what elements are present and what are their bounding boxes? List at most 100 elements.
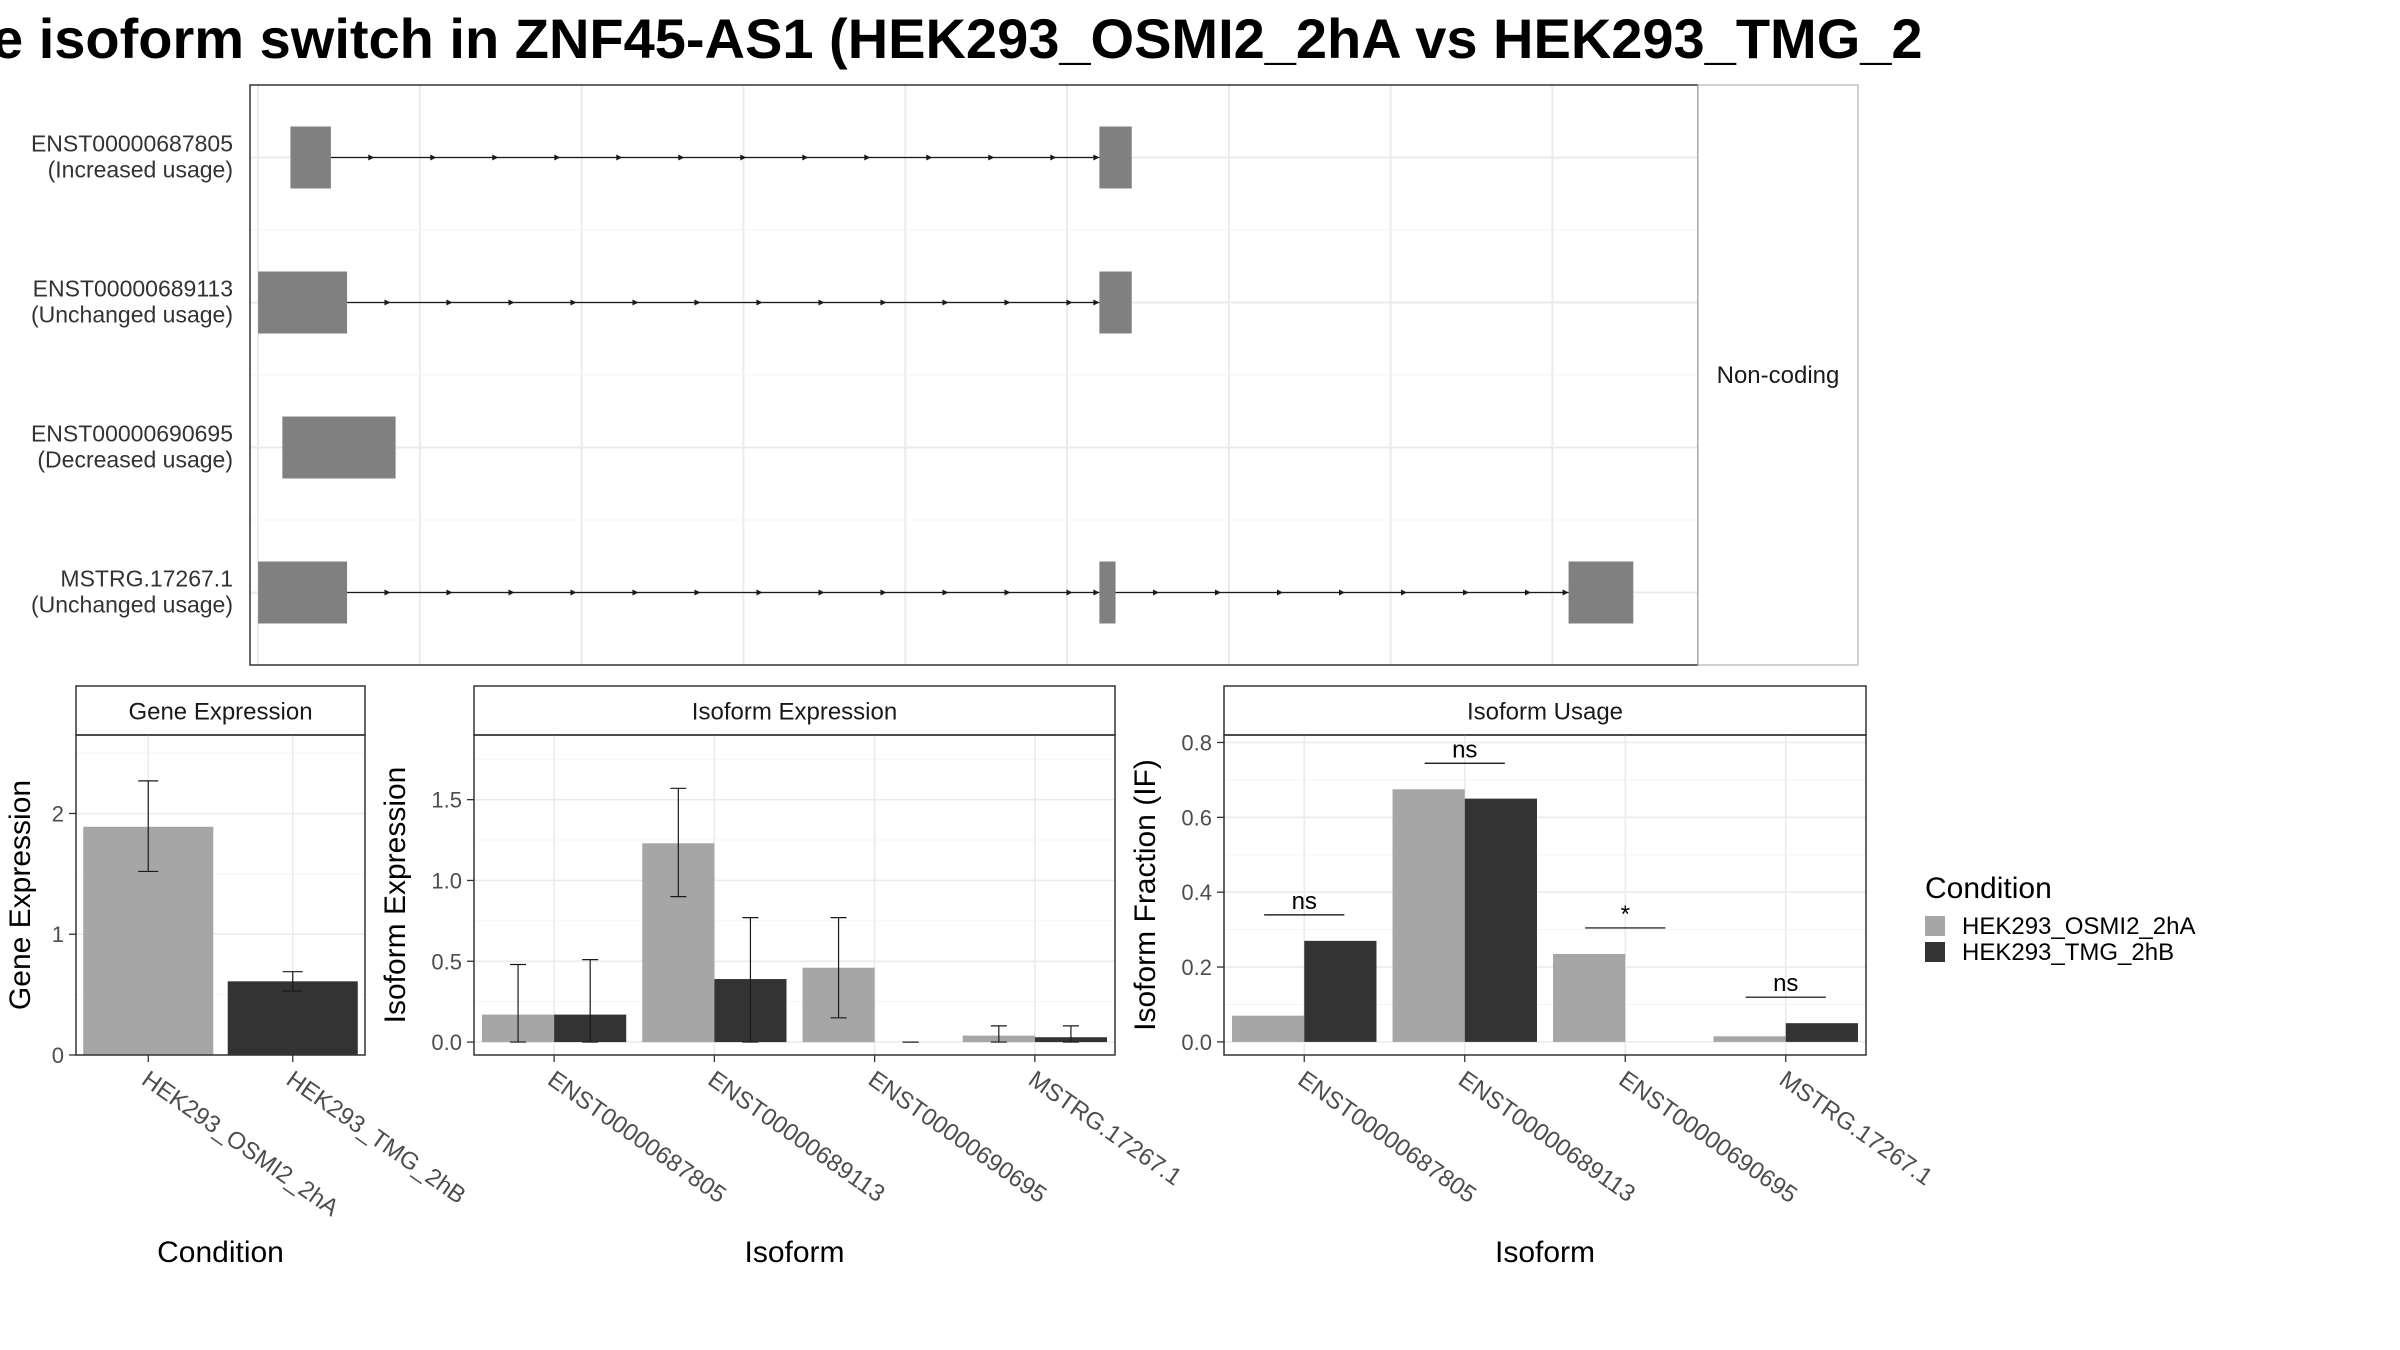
legend-swatch-tmg xyxy=(1925,942,1945,962)
intron-arrow xyxy=(942,299,949,306)
intron-arrow xyxy=(1093,589,1100,596)
intron-arrow xyxy=(632,589,639,596)
legend-label-tmg: HEK293_TMG_2hB xyxy=(1962,939,2174,966)
bar xyxy=(1713,1036,1786,1042)
intron-arrow xyxy=(1562,589,1569,596)
x-tick-label: MSTRG.17267.1 xyxy=(1774,1066,1937,1191)
intron-arrow xyxy=(926,154,933,161)
intron-arrow xyxy=(756,299,763,306)
exon-box xyxy=(258,271,348,334)
panel-title: Gene Expression xyxy=(128,699,312,726)
intron-arrow xyxy=(1093,299,1100,306)
x-tick-label: ENST00000689113 xyxy=(1453,1066,1640,1208)
strip-label: Non-coding xyxy=(1717,362,1840,389)
intron-arrow xyxy=(694,589,701,596)
intron-arrow xyxy=(1276,589,1283,596)
y-tick-label: 0.4 xyxy=(1181,880,1212,905)
panel-title: Isoform Expression xyxy=(692,699,897,726)
intron-arrow xyxy=(1050,154,1057,161)
intron-arrow xyxy=(1004,589,1011,596)
strip-box xyxy=(473,685,1116,736)
transcript-label-id: ENST00000689113 xyxy=(33,276,233,302)
intron-arrow xyxy=(1066,589,1073,596)
intron-arrow xyxy=(1214,589,1221,596)
y-tick-label: 0 xyxy=(52,1043,64,1068)
panel-border xyxy=(75,734,366,1056)
intron-arrow xyxy=(616,154,623,161)
y-tick-label: 0.0 xyxy=(431,1030,462,1055)
panel-title: Isoform Usage xyxy=(1467,699,1623,726)
intron-arrow xyxy=(1066,299,1073,306)
intron-arrow xyxy=(384,299,391,306)
bar xyxy=(227,981,358,1055)
exon-box xyxy=(282,416,396,479)
x-axis-title: Isoform xyxy=(744,1236,844,1269)
y-tick-label: 0.2 xyxy=(1181,955,1212,980)
intron-arrow xyxy=(554,154,561,161)
y-tick-label: 1 xyxy=(52,922,64,947)
bar xyxy=(1392,789,1465,1042)
bar xyxy=(1785,1023,1858,1042)
transcript-label-usage: (Unchanged usage) xyxy=(31,592,233,618)
legend-swatch-osmi2 xyxy=(1925,916,1945,936)
intron-arrow xyxy=(492,154,499,161)
intron-arrow xyxy=(694,299,701,306)
bar xyxy=(1304,940,1377,1042)
y-axis-title: Gene Expression xyxy=(4,780,37,1010)
intron-arrow xyxy=(740,154,747,161)
transcript-label-usage: (Unchanged usage) xyxy=(31,302,233,328)
x-axis-title: Condition xyxy=(157,1236,284,1269)
figure-title: e isoform switch in ZNF45-AS1 (HEK293_OS… xyxy=(0,7,1923,70)
intron-arrow xyxy=(988,154,995,161)
significance-label: ns xyxy=(1292,888,1317,915)
isoform-expression-panel: Isoform Expression0.00.51.01.5ENST000006… xyxy=(379,685,1186,1269)
legend-label-osmi2: HEK293_OSMI2_2hA xyxy=(1962,913,2195,940)
isoform-usage-panel: Isoform Usage ns ns * ns 0.0 0.2 0.4 0.6 0.8 ENST0… xyxy=(1129,685,1937,1269)
bar xyxy=(1232,1015,1305,1042)
transcript-label-id: ENST00000687805 xyxy=(31,131,233,157)
y-tick-label: 1.0 xyxy=(431,868,462,893)
intron-arrow xyxy=(756,589,763,596)
intron-arrow xyxy=(942,589,949,596)
intron-arrow xyxy=(818,299,825,306)
bar xyxy=(1553,953,1626,1042)
strip-box xyxy=(1223,685,1867,736)
transcript-label-usage: (Decreased usage) xyxy=(37,447,233,473)
panel-border xyxy=(1223,734,1867,1056)
exon-box xyxy=(258,561,348,624)
intron-arrow xyxy=(1152,589,1159,596)
transcript-structure-panel: ENST00000687805(Increased usage) ENST0000… xyxy=(31,84,1859,666)
intron-arrow xyxy=(632,299,639,306)
y-tick-label: 2 xyxy=(52,801,64,826)
intron-arrow xyxy=(1338,589,1345,596)
intron-arrow xyxy=(430,154,437,161)
intron-arrow xyxy=(1004,299,1011,306)
intron-arrow xyxy=(446,299,453,306)
y-tick-label: 1.5 xyxy=(431,788,462,813)
exon-box xyxy=(1099,561,1116,624)
y-axis-title: Isoform Expression xyxy=(379,767,412,1024)
bar xyxy=(1464,798,1537,1042)
exon-box xyxy=(290,126,331,189)
intron-arrow xyxy=(1462,589,1469,596)
legend: Condition HEK293_OSMI2_2hA HEK293_TMG_2h… xyxy=(1925,872,2195,966)
intron-arrow xyxy=(508,589,515,596)
x-tick-label: MSTRG.17267.1 xyxy=(1023,1066,1186,1191)
y-axis-title: Isoform Fraction (IF) xyxy=(1129,759,1162,1031)
y-tick-label: 0.6 xyxy=(1181,805,1212,830)
transcript-label-usage: (Increased usage) xyxy=(48,157,233,183)
exon-box xyxy=(1568,561,1634,624)
significance-label: ns xyxy=(1773,970,1798,997)
panel-border xyxy=(473,734,1116,1056)
intron-arrow xyxy=(1093,154,1100,161)
intron-arrow xyxy=(880,299,887,306)
intron-arrow xyxy=(818,589,825,596)
y-tick-label: 0.0 xyxy=(1181,1030,1212,1055)
intron-arrow xyxy=(1524,589,1531,596)
y-tick-label: 0.5 xyxy=(431,949,462,974)
intron-arrow xyxy=(1400,589,1407,596)
strip-box xyxy=(1697,84,1859,666)
significance-label: * xyxy=(1621,901,1630,928)
transcript-label-id: ENST00000690695 xyxy=(31,421,233,447)
